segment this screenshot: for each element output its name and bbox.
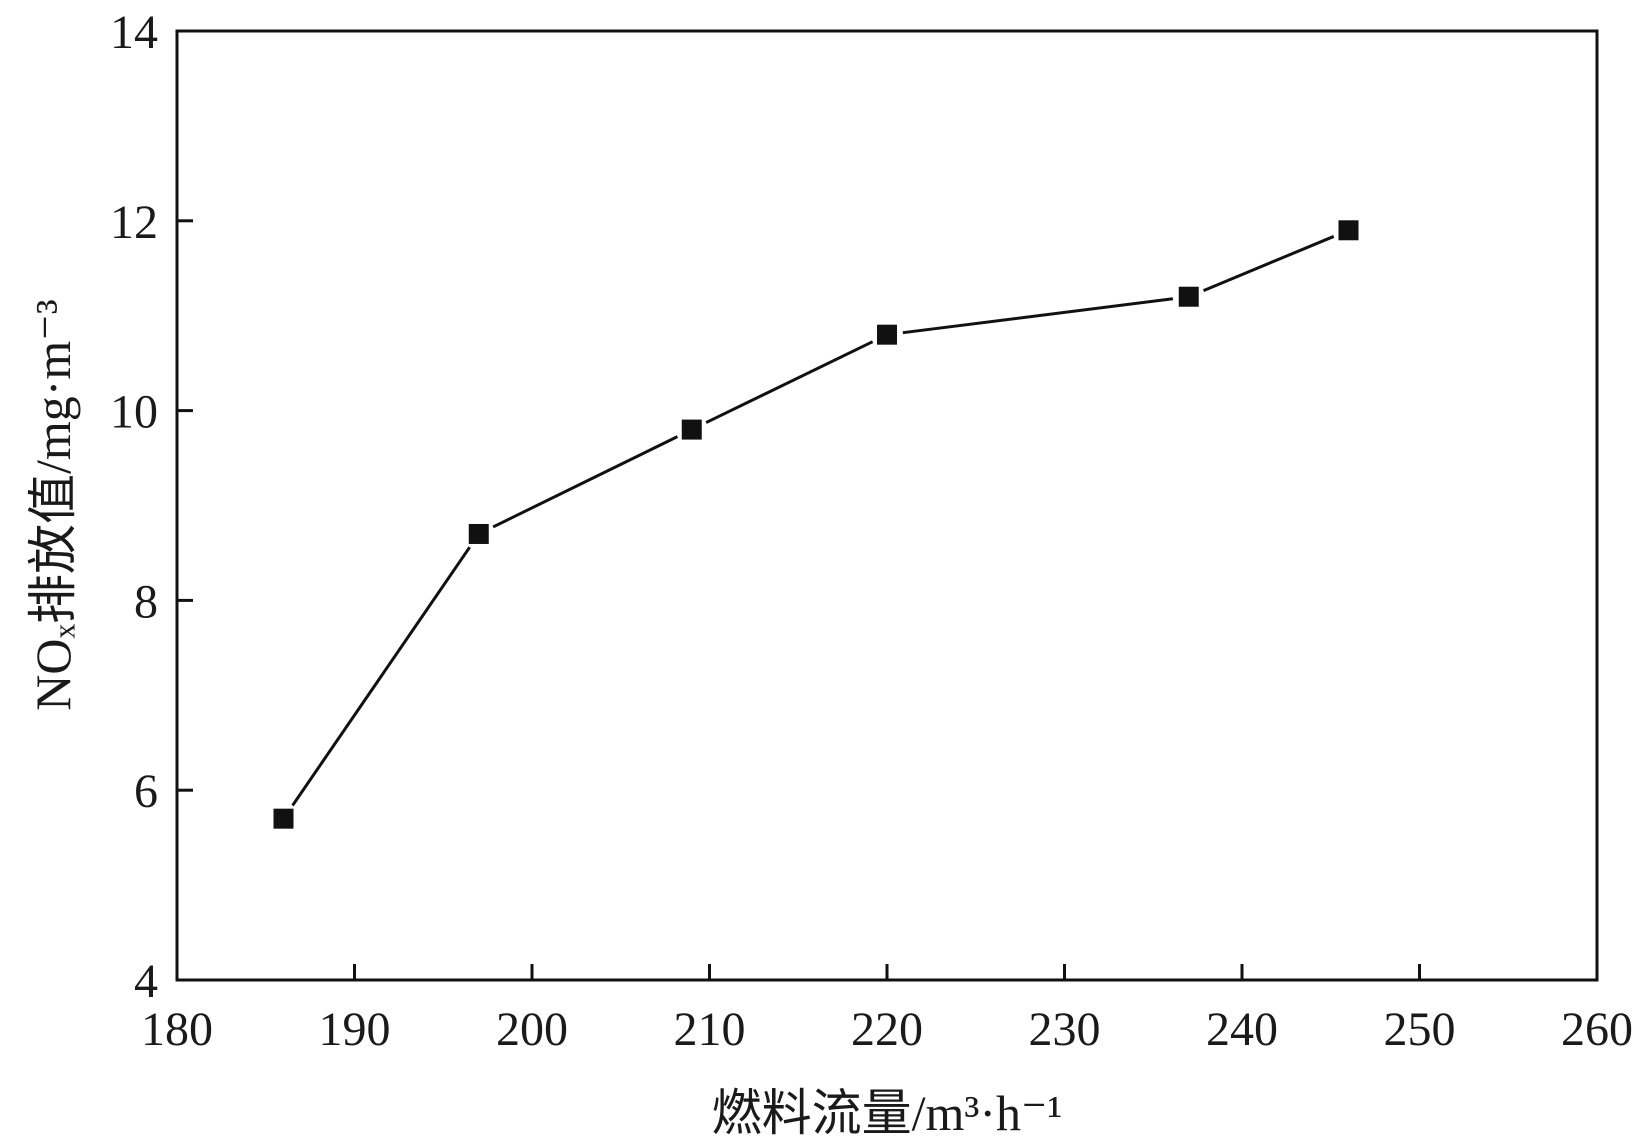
y-tick-label: 10 (110, 386, 158, 439)
series-segment (1202, 235, 1335, 292)
y-tick-label: 12 (110, 196, 158, 249)
data-point-marker (273, 808, 294, 829)
x-tick-label: 260 (1561, 1003, 1633, 1056)
x-tick-label: 220 (851, 1003, 923, 1056)
series-markers (273, 220, 1359, 829)
series-segment (492, 435, 679, 529)
y-axis-title: NOₓ排放值/mg·m⁻³ (25, 299, 81, 710)
data-point-marker (468, 523, 489, 544)
x-tick-label: 250 (1384, 1003, 1456, 1056)
plot-frame (175, 29, 1599, 982)
x-axis-ticks (353, 964, 1421, 980)
x-tick-label: 210 (674, 1003, 746, 1056)
y-tick-label: 14 (110, 6, 158, 59)
series-lines (291, 235, 1335, 807)
x-tick-label: 180 (141, 1003, 213, 1056)
y-tick-label: 8 (134, 575, 158, 628)
x-tick-label: 240 (1206, 1003, 1278, 1056)
y-tick-label: 6 (134, 765, 158, 818)
series-segment (705, 340, 874, 424)
y-axis-ticks (177, 219, 193, 792)
x-tick-label: 230 (1029, 1003, 1101, 1056)
data-point-marker (1178, 286, 1199, 307)
y-tick-label: 4 (134, 955, 158, 1008)
x-axis-title: 燃料流量/m³·h⁻¹ (712, 1085, 1063, 1141)
x-axis-tick-labels: 180 190 200 210 220 230 240 250 260 (141, 1003, 1633, 1056)
x-tick-label: 200 (496, 1003, 568, 1056)
x-tick-label: 190 (319, 1003, 391, 1056)
data-point-marker (1338, 220, 1359, 241)
series-segment (291, 546, 471, 807)
data-point-marker (877, 324, 897, 345)
data-point-marker (681, 419, 702, 440)
y-axis-tick-labels: 4 6 8 10 12 14 (110, 6, 158, 1008)
series-segment (902, 297, 1174, 335)
